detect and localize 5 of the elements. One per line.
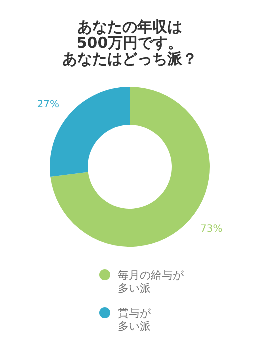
legend-label: 毎月の給与が多い派 [118, 269, 185, 295]
data-label: 73% [200, 224, 223, 235]
legend-label: 賞与が多い派 [118, 307, 152, 333]
data-label: 27% [37, 100, 60, 111]
chart-title: あなたの年収は500万円です。あなたはどっち派？ [62, 18, 198, 68]
